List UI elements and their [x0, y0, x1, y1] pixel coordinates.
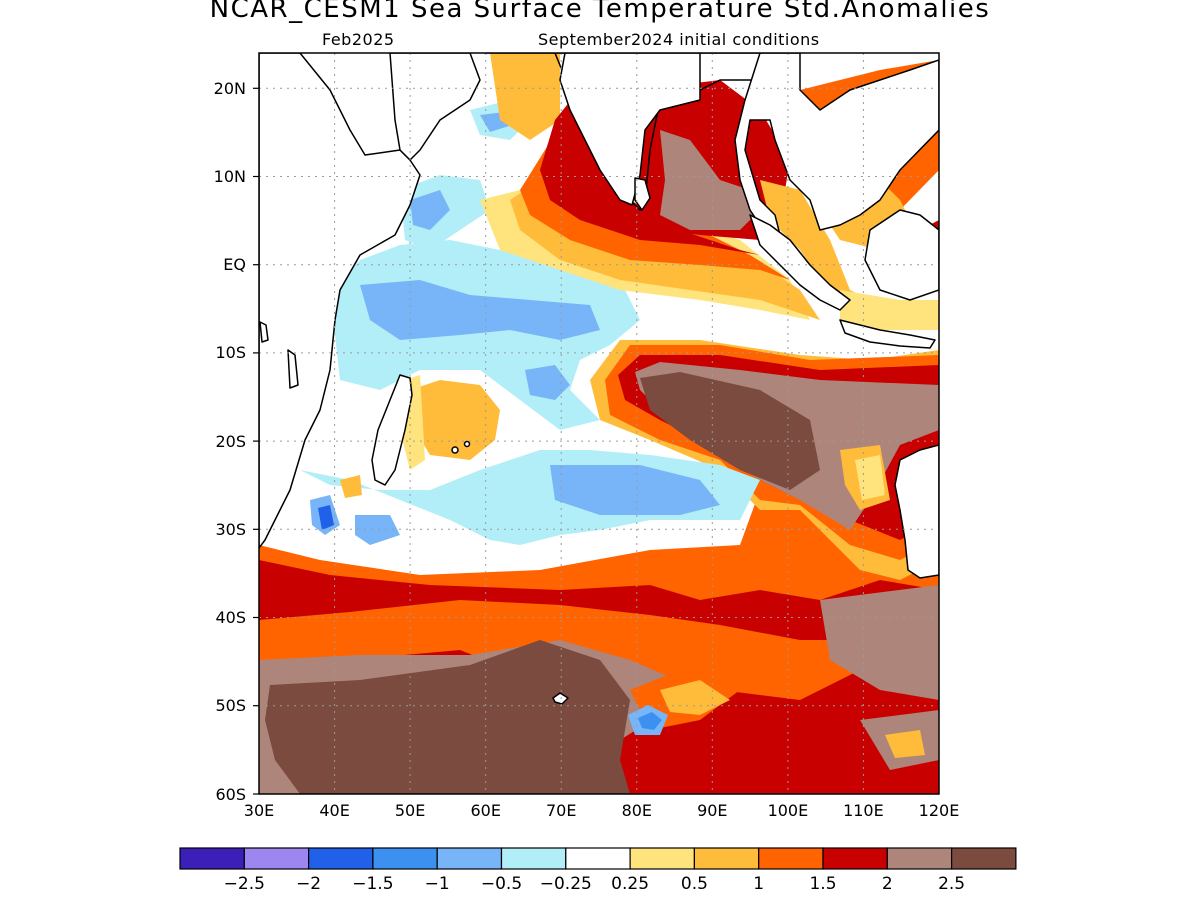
bengal-brown-core: [660, 130, 760, 230]
lat-label-20n: 20N: [214, 79, 246, 98]
lon-label-120e: 120E: [919, 801, 960, 820]
lat-label-50s: 50S: [215, 696, 246, 715]
se-dark-core: [640, 372, 820, 490]
lat-label-30s: 30S: [215, 520, 246, 539]
colorbar-swatch: [308, 847, 374, 870]
colorbar-label: 0.25: [611, 874, 649, 894]
lat-label-60s: 60S: [215, 785, 246, 804]
colorbar-swatch: [693, 847, 760, 870]
forecast-month-label: Feb2025: [322, 30, 395, 49]
lon-label-40e: 40E: [319, 801, 349, 820]
sumatra-land: [749, 214, 851, 311]
madagascar-land: [371, 374, 413, 486]
arabia-india-land: [389, 53, 481, 161]
lon-label-70e: 70E: [546, 801, 576, 820]
lon-label-60e: 60E: [470, 801, 500, 820]
map-title: NCAR_CESM1 Sea Surface Temperature Std.A…: [209, 0, 991, 24]
kerguelen-land: [552, 692, 569, 705]
lat-label-eq: EQ: [223, 255, 246, 274]
colorbar-label: 2: [882, 874, 893, 894]
colorbar-swatch: [758, 847, 824, 870]
lat-label-10n: 10N: [214, 167, 246, 186]
borneo-land: [864, 209, 939, 301]
colorbar: −2.5 −2 −1.5 −1 −0.5 −0.25 0.25 0.5 1 1.5 2 2.5: [179, 847, 1017, 894]
lon-label-110e: 110E: [843, 801, 884, 820]
sri-lanka-land: [634, 177, 651, 211]
colorbar-swatch: [179, 847, 245, 870]
lon-label-90e: 90E: [697, 801, 727, 820]
colorbar-label: 1.5: [809, 874, 836, 894]
map-gridlines: [259, 53, 939, 794]
lat-label-10s: 10S: [215, 343, 246, 362]
colorbar-label: 0.5: [681, 874, 708, 894]
southern-dark-brown: [265, 640, 630, 794]
colorbar-label: −0.5: [481, 874, 522, 894]
lon-label-50e: 50E: [395, 801, 425, 820]
colorbar-swatch: [243, 847, 310, 870]
colorbar-swatch: [500, 847, 567, 870]
lon-labels: 30E 40E 50E 60E 70E 80E 90E 100E 110E 12…: [244, 801, 960, 820]
init-conditions-label: September2024 initial conditions: [538, 30, 820, 49]
colorbar-label: 1: [753, 874, 764, 894]
colorbar-label: −2.5: [224, 874, 265, 894]
colorbar-label: −1.5: [352, 874, 393, 894]
colorbar-swatch: [822, 847, 888, 870]
colorbar-swatch: [886, 847, 953, 870]
australia-land: [894, 444, 939, 579]
colorbar-swatch: [372, 847, 438, 870]
anomaly-field: [259, 53, 939, 794]
colorbar-swatch: [565, 847, 631, 870]
lon-label-80e: 80E: [622, 801, 652, 820]
colorbar-label: −2: [296, 874, 321, 894]
colorbar-label: 2.5: [938, 874, 965, 894]
colorbar-swatch: [950, 847, 1017, 870]
colorbar-label: −1: [425, 874, 450, 894]
colorbar-swatch: [629, 847, 695, 870]
lat-labels: 20N 10N EQ 10S 20S 30S 40S 50S 60S: [214, 79, 246, 804]
map-frame: [258, 52, 940, 795]
colorbar-label: −0.25: [540, 874, 592, 894]
madagascar-warm: [410, 380, 500, 460]
axis-ticks: [253, 87, 259, 795]
colorbar-swatch: [436, 847, 503, 870]
lon-label-100e: 100E: [768, 801, 809, 820]
lat-label-20s: 20S: [215, 432, 246, 451]
lon-label-30e: 30E: [244, 801, 274, 820]
lat-label-40s: 40S: [215, 608, 246, 627]
